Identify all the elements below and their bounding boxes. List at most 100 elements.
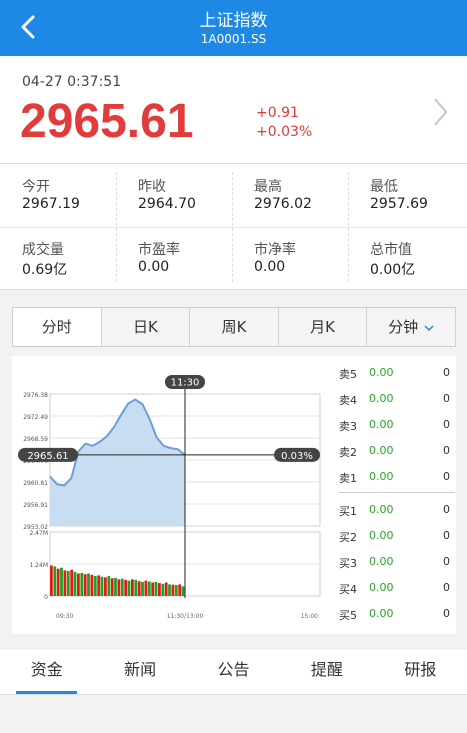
chevron-right-icon[interactable] <box>430 96 450 128</box>
tab-research[interactable]: 研报 <box>374 650 467 694</box>
stat-value: 2964.70 <box>138 196 196 212</box>
chevron-down-icon <box>424 324 434 331</box>
volume-bar <box>161 583 165 596</box>
stat-label: 昨收 <box>138 179 166 195</box>
stat-label: 市净率 <box>254 242 296 258</box>
stat-pb: 市净率 0.00 <box>232 227 348 290</box>
stat-pe: 市盈率 0.00 <box>116 227 232 290</box>
stat-value: 2967.19 <box>22 196 80 212</box>
volume-bar <box>80 572 84 596</box>
sell-row: 卖2 0.00 0 <box>335 440 456 460</box>
volume-bar <box>117 579 121 596</box>
level-name: 卖4 <box>339 394 357 407</box>
order-book: 卖5 0.00 0 卖4 0.00 0 卖3 0.00 0 卖2 0.00 0 卖1 0.00 0 … <box>335 356 456 634</box>
level-price: 0.00 <box>369 444 394 457</box>
tab-label: 研报 <box>404 660 437 679</box>
sell-row: 卖5 0.00 0 <box>335 362 456 382</box>
cursor-pct-label: 0.03% <box>281 451 313 462</box>
stat-label: 成交量 <box>22 242 64 258</box>
stat-label: 最高 <box>254 179 282 195</box>
stat-volume: 成交量 0.69亿 <box>0 227 116 290</box>
volume-bar <box>97 575 101 596</box>
tab-funds[interactable]: 资金 <box>0 650 93 694</box>
quote-panel[interactable]: 04-27 0:37:51 2965.61 +0.91 +0.03% <box>0 56 467 164</box>
stat-value: 0.00 <box>138 259 170 275</box>
current-price: 2965.61 <box>20 95 194 148</box>
level-volume: 0 <box>443 418 450 431</box>
volume-bar <box>114 578 117 596</box>
tab-announcements[interactable]: 公告 <box>187 650 280 694</box>
volume-bar <box>181 586 185 596</box>
intraday-chart[interactable]: 2976.382972.492968.592964.702960.812956.… <box>12 356 335 634</box>
level-name: 卖1 <box>339 472 357 485</box>
volume-bar <box>73 571 77 596</box>
level-name: 卖2 <box>339 446 357 459</box>
volume-bar <box>171 584 175 596</box>
tab-label: 分时 <box>41 318 72 336</box>
tab-alerts[interactable]: 提醒 <box>280 650 373 694</box>
level-name: 买3 <box>339 557 357 570</box>
volume-bar <box>134 579 138 596</box>
stock-code: 1A0001.SS <box>200 32 267 46</box>
tab-minute[interactable]: 分钟 <box>367 308 455 346</box>
divider <box>339 492 455 493</box>
stat-low: 最低 2957.69 <box>348 164 464 227</box>
stat-label: 总市值 <box>370 242 412 258</box>
buy-row: 买5 0.00 0 <box>335 603 456 623</box>
tab-news[interactable]: 新闻 <box>93 650 186 694</box>
volume-bar <box>50 565 53 596</box>
level-name: 买1 <box>339 505 357 518</box>
level-price: 0.00 <box>369 418 394 431</box>
y-tick-label: 2956.91 <box>23 502 48 509</box>
volume-tick-label: 2.47M <box>29 530 48 537</box>
stat-value: 2976.02 <box>254 196 312 212</box>
sell-row: 卖3 0.00 0 <box>335 414 456 434</box>
cursor-price-badge <box>18 447 78 462</box>
level-price: 0.00 <box>369 470 394 483</box>
stat-label: 市盈率 <box>138 242 180 258</box>
volume-bar <box>144 580 148 596</box>
back-button[interactable] <box>14 12 44 42</box>
buy-row: 买2 0.00 0 <box>335 525 456 545</box>
tab-weekly-k[interactable]: 周K <box>190 308 279 346</box>
y-tick-label: 2960.81 <box>23 480 48 487</box>
level-volume: 0 <box>443 366 450 379</box>
volume-bar <box>164 582 168 596</box>
level-volume: 0 <box>443 470 450 483</box>
y-tick-label: 2976.38 <box>23 392 48 399</box>
volume-bar <box>158 583 161 596</box>
volume-bar <box>53 566 57 596</box>
x-tick-label: 11:30/13:00 <box>167 613 204 620</box>
volume-bar <box>131 579 134 596</box>
stat-prev-close: 昨收 2964.70 <box>116 164 232 227</box>
level-price: 0.00 <box>369 581 394 594</box>
chart-panel[interactable]: 2976.382972.492968.592964.702960.812956.… <box>12 356 456 634</box>
stat-value: 2957.69 <box>370 196 428 212</box>
level-price: 0.00 <box>369 366 394 379</box>
cursor-time-badge <box>165 375 205 389</box>
x-tick-label: 15:00 <box>301 613 318 620</box>
stat-value: 0.00 <box>254 259 286 275</box>
stat-label: 最低 <box>370 179 398 195</box>
price-area <box>50 399 185 526</box>
cursor-time-label: 11:30 <box>171 378 200 389</box>
y-tick-label: 2968.59 <box>23 436 48 443</box>
level-volume: 0 <box>443 529 450 542</box>
stat-high: 最高 2976.02 <box>232 164 348 227</box>
volume-bar <box>151 582 155 596</box>
tab-monthly-k[interactable]: 月K <box>279 308 368 346</box>
price-change: +0.91 +0.03% <box>256 104 312 142</box>
volume-bar <box>90 574 94 596</box>
volume-bar <box>174 585 178 596</box>
tab-label: 新闻 <box>124 660 157 679</box>
tab-label: 资金 <box>30 660 63 679</box>
divider <box>0 227 467 228</box>
tab-label: 分钟 <box>388 318 419 336</box>
level-price: 0.00 <box>369 607 394 620</box>
tab-daily-k[interactable]: 日K <box>102 308 191 346</box>
level-volume: 0 <box>443 444 450 457</box>
level-volume: 0 <box>443 581 450 594</box>
tab-intraday[interactable]: 分时 <box>13 308 102 346</box>
level-price: 0.00 <box>369 503 394 516</box>
volume-tick-label: 0 <box>44 594 48 601</box>
